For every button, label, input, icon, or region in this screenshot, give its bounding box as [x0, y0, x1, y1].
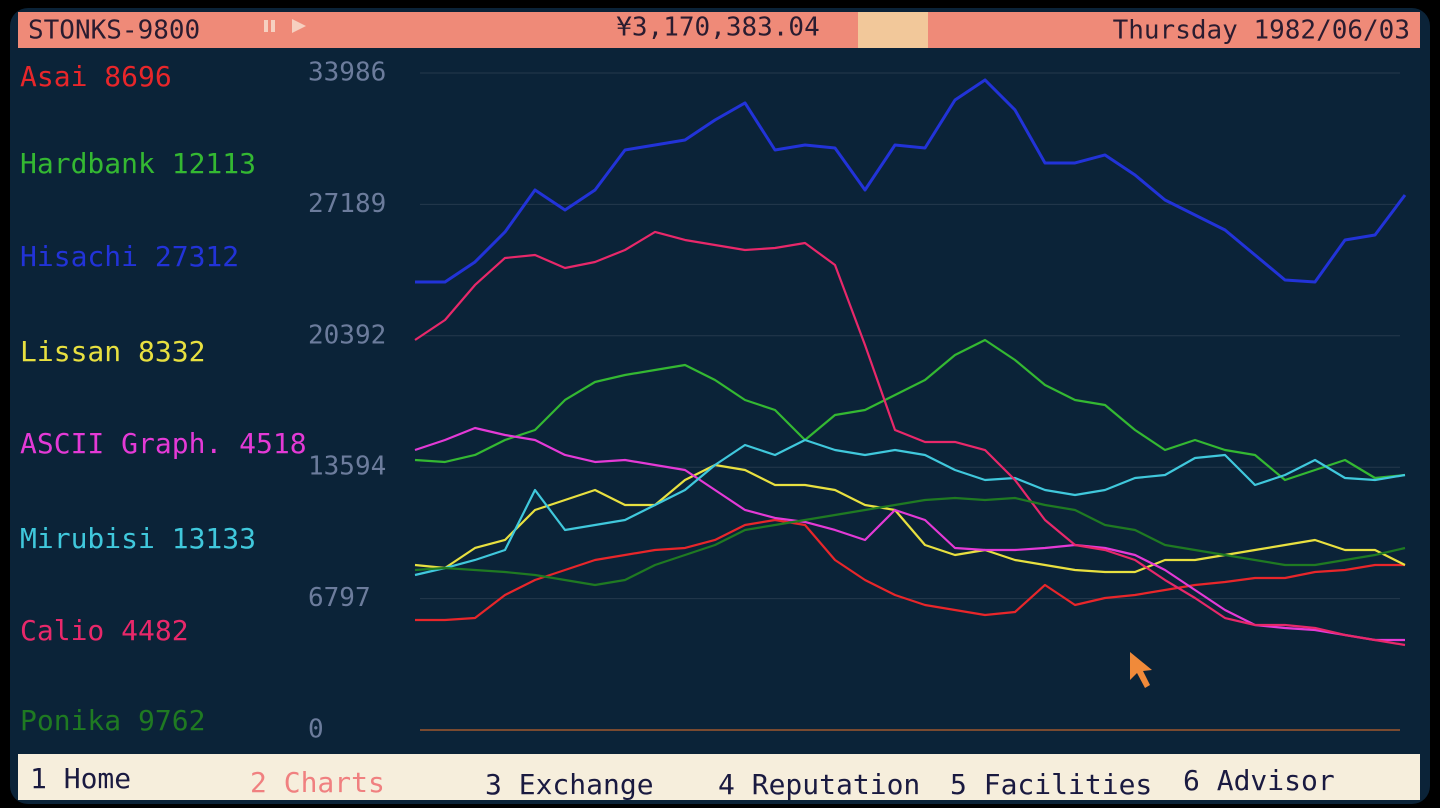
mouse-cursor — [1130, 652, 1152, 688]
series-line — [414, 463, 1406, 574]
series-line — [415, 518, 1405, 622]
top-bar — [18, 12, 1420, 48]
date: Thursday 1982/06/03 — [1113, 16, 1410, 46]
series-line — [415, 78, 1407, 284]
stock-chart: 0 6797 13594 20392 27189 33986 Asai 8696 Hardba… — [20, 58, 1407, 745]
legend-entry: ASCII Graph. 4518 — [20, 427, 307, 460]
menu-item[interactable]: 2 Charts — [250, 766, 385, 799]
legend-entry: Ponika 9762 — [20, 704, 205, 737]
series-line — [414, 230, 1406, 647]
menu-item[interactable]: 5 Facilities — [950, 768, 1152, 801]
game-title: STONKS-9800 — [28, 16, 200, 46]
y-tick-label: 33986 — [308, 58, 386, 88]
y-tick-label: 13594 — [308, 452, 386, 482]
menu-bar — [18, 754, 1420, 800]
series-line — [414, 438, 1406, 577]
crt-screen — [10, 8, 1430, 804]
menu-item[interactable]: 6 Advisor — [1183, 764, 1335, 797]
y-tick-label: 6797 — [308, 583, 371, 613]
legend-entry: Lissan 8332 — [20, 335, 205, 368]
legend-entry: Hardbank 12113 — [20, 147, 256, 180]
series-line — [414, 496, 1406, 587]
legend-entry: Mirubisi 13133 — [20, 522, 256, 555]
speed-controls[interactable] — [264, 19, 306, 33]
series-line — [414, 338, 1406, 482]
y-tick-label: 20392 — [308, 320, 386, 350]
top-bar-block — [858, 12, 928, 48]
balance: ¥3,170,383.04 — [616, 13, 820, 43]
y-tick-label: 27189 — [308, 189, 386, 219]
menu-item[interactable]: 4 Reputation — [718, 768, 920, 801]
legend-entry: Asai 8696 — [20, 60, 172, 93]
y-tick-label: 0 — [308, 715, 324, 745]
series-line — [414, 426, 1405, 642]
menu-item[interactable]: 3 Exchange — [485, 768, 654, 801]
legend-entry: Hisachi 27312 — [20, 240, 239, 273]
menu-item[interactable]: 1 Home — [30, 762, 131, 795]
legend-entry: Calio 4482 — [20, 614, 189, 647]
